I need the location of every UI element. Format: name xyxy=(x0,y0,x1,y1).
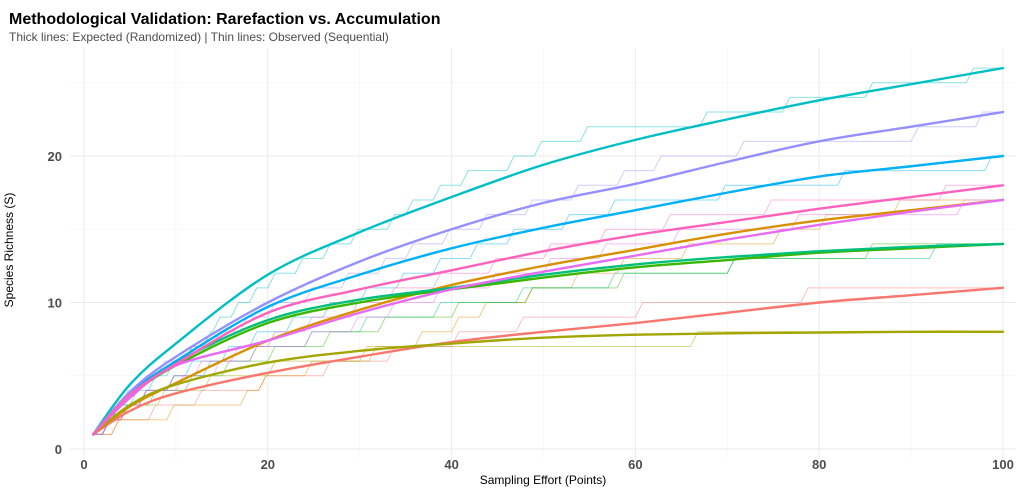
x-axis-label: Sampling Effort (Points) xyxy=(480,473,607,487)
expected-line xyxy=(91,198,1005,436)
expected-line xyxy=(91,154,1005,436)
observed-line xyxy=(93,243,1003,435)
x-tick-label: 60 xyxy=(628,457,642,472)
y-tick-label: 20 xyxy=(48,149,62,164)
expected-line xyxy=(91,110,1005,436)
x-tick-label: 80 xyxy=(812,457,826,472)
grid xyxy=(70,48,1016,459)
observed-line xyxy=(93,155,1003,435)
observed-line xyxy=(93,331,1003,435)
y-tick-label: 0 xyxy=(55,442,62,457)
expected-lines xyxy=(91,66,1005,436)
observed-line xyxy=(93,184,1003,435)
expected-line xyxy=(91,286,1005,436)
expected-line xyxy=(91,242,1005,436)
chart-title: Methodological Validation: Rarefaction v… xyxy=(9,11,440,28)
observed-line xyxy=(93,199,1003,435)
expected-line xyxy=(91,330,1005,436)
observed-line xyxy=(93,67,1003,435)
expected-line xyxy=(91,184,1005,436)
tick-labels: 0 20 40 60 80 100 0 10 20 xyxy=(48,149,1014,472)
chart-subtitle: Thick lines: Expected (Randomized) | Thi… xyxy=(9,30,389,44)
expected-line xyxy=(91,66,1005,436)
x-tick-label: 20 xyxy=(261,457,275,472)
y-tick-label: 10 xyxy=(48,296,62,311)
y-axis-label: Species Richness (S) xyxy=(2,193,16,308)
x-tick-label: 40 xyxy=(444,457,458,472)
expected-line xyxy=(91,198,1005,436)
x-tick-label: 100 xyxy=(992,457,1014,472)
x-tick-label: 0 xyxy=(80,457,87,472)
observed-line xyxy=(93,287,1003,435)
